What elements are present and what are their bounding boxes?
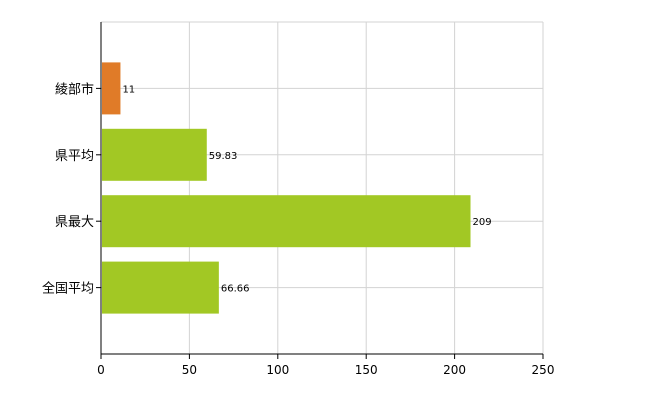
x-tick-label: 200: [443, 363, 466, 377]
axes: [96, 22, 544, 359]
category-label: 県最大: [55, 215, 94, 230]
x-tick-label: 50: [182, 363, 197, 377]
data-label: 59.83: [209, 151, 238, 162]
bars-group: [102, 62, 471, 314]
bar: [102, 62, 121, 115]
bar: [102, 261, 219, 314]
x-tick-label: 100: [266, 363, 289, 377]
category-label: 全国平均: [42, 281, 94, 297]
bar: [102, 195, 471, 248]
x-tick-label: 250: [532, 363, 555, 377]
x-tick-label: 150: [355, 363, 378, 377]
data-label: 209: [473, 217, 492, 228]
category-label: 綾部市: [55, 81, 94, 97]
x-tick-label: 0: [97, 363, 105, 377]
data-label: 66.66: [221, 284, 250, 295]
data-label: 11: [122, 84, 135, 95]
category-label: 県平均: [55, 149, 94, 164]
bar: [102, 128, 207, 181]
